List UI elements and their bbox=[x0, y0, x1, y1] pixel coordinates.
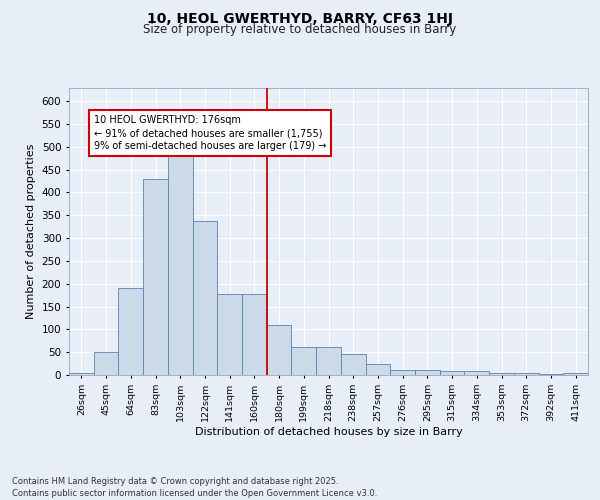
Bar bbox=[440, 372, 464, 375]
Bar bbox=[539, 374, 563, 375]
Bar bbox=[242, 294, 267, 375]
Bar bbox=[94, 352, 118, 375]
Bar bbox=[168, 156, 193, 375]
Bar bbox=[514, 372, 539, 375]
Text: Contains HM Land Registry data © Crown copyright and database right 2025.
Contai: Contains HM Land Registry data © Crown c… bbox=[12, 476, 377, 498]
Bar bbox=[143, 179, 168, 375]
Bar bbox=[118, 288, 143, 375]
Bar bbox=[267, 325, 292, 375]
Bar bbox=[193, 221, 217, 375]
Bar bbox=[341, 354, 365, 375]
Text: 10 HEOL GWERTHYD: 176sqm
← 91% of detached houses are smaller (1,755)
9% of semi: 10 HEOL GWERTHYD: 176sqm ← 91% of detach… bbox=[94, 115, 326, 152]
X-axis label: Distribution of detached houses by size in Barry: Distribution of detached houses by size … bbox=[194, 426, 463, 436]
Bar bbox=[365, 364, 390, 375]
Bar bbox=[464, 372, 489, 375]
Bar bbox=[563, 372, 588, 375]
Y-axis label: Number of detached properties: Number of detached properties bbox=[26, 144, 36, 319]
Bar bbox=[390, 370, 415, 375]
Bar bbox=[489, 372, 514, 375]
Text: Size of property relative to detached houses in Barry: Size of property relative to detached ho… bbox=[143, 24, 457, 36]
Bar bbox=[415, 370, 440, 375]
Bar bbox=[316, 346, 341, 375]
Bar bbox=[292, 346, 316, 375]
Text: 10, HEOL GWERTHYD, BARRY, CF63 1HJ: 10, HEOL GWERTHYD, BARRY, CF63 1HJ bbox=[147, 12, 453, 26]
Bar bbox=[69, 372, 94, 375]
Bar bbox=[217, 294, 242, 375]
